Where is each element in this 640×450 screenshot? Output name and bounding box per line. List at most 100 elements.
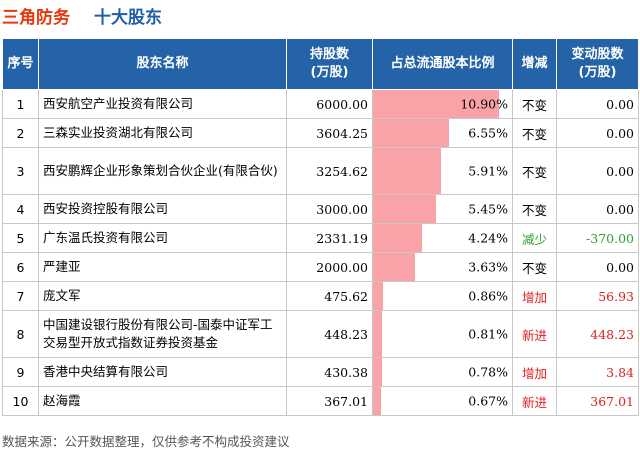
table-row: 8 中国建设银行股份有限公司-国泰中证军工交易型开放式指数证券投资基金 448.23…: [2, 310, 639, 358]
ratio-cell: 10.90%: [372, 89, 513, 119]
ratio-cell: 0.81%: [372, 310, 513, 358]
shares-value: 3000.00: [286, 194, 373, 224]
holder-name: 三森实业投资湖北有限公司: [38, 118, 287, 148]
holder-name: 香港中央结算有限公司: [38, 357, 287, 387]
delta-value: 0.00: [556, 118, 639, 148]
holder-name: 严建亚: [38, 252, 287, 282]
holder-name: 赵海霞: [38, 386, 287, 416]
ratio-value: 6.55%: [468, 125, 508, 141]
ratio-cell: 0.67%: [372, 386, 513, 416]
row-index: 6: [2, 252, 39, 282]
table-row: 7 庞文军 475.62 0.86% 增加 56.93: [2, 281, 639, 311]
delta-value: 0.00: [556, 252, 639, 282]
ratio-cell: 5.45%: [372, 194, 513, 224]
header-ratio: 占总流通股本比例: [372, 38, 513, 90]
ratio-value: 5.45%: [468, 201, 508, 217]
holder-name: 西安投资控股有限公司: [38, 194, 287, 224]
table-row: 9 香港中央结算有限公司 430.38 0.78% 增加 3.84: [2, 357, 639, 387]
change-status: 不变: [512, 89, 557, 119]
ratio-bar: [373, 224, 423, 252]
change-status: 不变: [512, 147, 557, 195]
table-row: 6 严建亚 2000.00 3.63% 不变 0.00: [2, 252, 639, 282]
row-index: 10: [2, 386, 39, 416]
header-change: 增减: [512, 38, 557, 90]
table-row: 1 西安航空产业投资有限公司 6000.00 10.90% 不变 0.00: [2, 89, 639, 119]
ratio-value: 0.67%: [468, 393, 508, 409]
footer-note: 数据来源：公开数据整理，仅供参考不构成投资建议: [2, 434, 290, 449]
change-status: 增加: [512, 357, 557, 387]
header-delta: 变动股数 (万股): [556, 38, 639, 90]
ratio-value: 3.63%: [468, 259, 508, 275]
change-status: 增加: [512, 281, 557, 311]
table-row: 4 西安投资控股有限公司 3000.00 5.45% 不变 0.00: [2, 194, 639, 224]
row-index: 4: [2, 194, 39, 224]
row-index: 2: [2, 118, 39, 148]
shares-value: 3604.25: [286, 118, 373, 148]
delta-value: -370.00: [556, 223, 639, 253]
header-shares-label: 持股数 (万股): [309, 47, 349, 80]
ratio-bar: [373, 311, 383, 357]
page-subtitle: 十大股东: [94, 8, 162, 28]
change-status: 新进: [512, 386, 557, 416]
ratio-cell: 0.86%: [372, 281, 513, 311]
delta-value: 448.23: [556, 310, 639, 358]
title-bar: 三角防务 十大股东: [0, 0, 640, 30]
shares-value: 2000.00: [286, 252, 373, 282]
delta-value: 0.00: [556, 147, 639, 195]
holder-name: 西安鹏辉企业形象策划合伙企业(有限合伙): [38, 147, 287, 195]
change-status: 不变: [512, 118, 557, 148]
delta-value: 3.84: [556, 357, 639, 387]
holder-name: 庞文军: [38, 281, 287, 311]
ratio-cell: 4.24%: [372, 223, 513, 253]
row-index: 5: [2, 223, 39, 253]
row-index: 3: [2, 147, 39, 195]
holder-name: 中国建设银行股份有限公司-国泰中证军工交易型开放式指数证券投资基金: [38, 310, 287, 358]
change-status: 新进: [512, 310, 557, 358]
header-shares: 持股数 (万股): [286, 38, 373, 90]
delta-value: 0.00: [556, 194, 639, 224]
shares-value: 475.62: [286, 281, 373, 311]
ratio-bar: [373, 119, 449, 147]
change-status: 不变: [512, 194, 557, 224]
ratio-bar: [373, 253, 416, 281]
table-row: 5 广东温氏投资有限公司 2331.19 4.24% 减少 -370.00: [2, 223, 639, 253]
header-name: 股东名称: [38, 38, 287, 90]
header-index: 序号: [2, 38, 39, 90]
ratio-bar: [373, 387, 381, 415]
ratio-cell: 6.55%: [372, 118, 513, 148]
ratio-cell: 0.78%: [372, 357, 513, 387]
shares-value: 2331.19: [286, 223, 373, 253]
ratio-value: 10.90%: [460, 96, 508, 112]
ratio-bar: [373, 90, 500, 118]
delta-value: 0.00: [556, 89, 639, 119]
change-status: 不变: [512, 252, 557, 282]
ratio-bar: [373, 195, 437, 223]
ratio-bar: [373, 358, 383, 386]
delta-value: 56.93: [556, 281, 639, 311]
ratio-cell: 5.91%: [372, 147, 513, 195]
holder-name: 西安航空产业投资有限公司: [38, 89, 287, 119]
header-delta-label: 变动股数 (万股): [571, 47, 624, 80]
table-header-row: 序号 股东名称 持股数 (万股) 占总流通股本比例 增减 变动股数 (万股): [2, 38, 639, 90]
change-status: 减少: [512, 223, 557, 253]
shares-value: 448.23: [286, 310, 373, 358]
ratio-value: 0.86%: [468, 288, 508, 304]
page-title: 三角防务: [2, 8, 70, 28]
delta-value: 367.01: [556, 386, 639, 416]
shares-value: 367.01: [286, 386, 373, 416]
shares-value: 6000.00: [286, 89, 373, 119]
row-index: 9: [2, 357, 39, 387]
ratio-bar: [373, 148, 442, 194]
shares-value: 3254.62: [286, 147, 373, 195]
table-row: 3 西安鹏辉企业形象策划合伙企业(有限合伙) 3254.62 5.91% 不变 0.00: [2, 147, 639, 195]
ratio-cell: 3.63%: [372, 252, 513, 282]
table-row: 2 三森实业投资湖北有限公司 3604.25 6.55% 不变 0.00: [2, 118, 639, 148]
row-index: 8: [2, 310, 39, 358]
ratio-bar: [373, 282, 383, 310]
row-index: 1: [2, 89, 39, 119]
ratio-value: 0.81%: [468, 326, 508, 342]
holder-name: 广东温氏投资有限公司: [38, 223, 287, 253]
ratio-value: 4.24%: [468, 230, 508, 246]
ratio-value: 0.78%: [468, 364, 508, 380]
row-index: 7: [2, 281, 39, 311]
